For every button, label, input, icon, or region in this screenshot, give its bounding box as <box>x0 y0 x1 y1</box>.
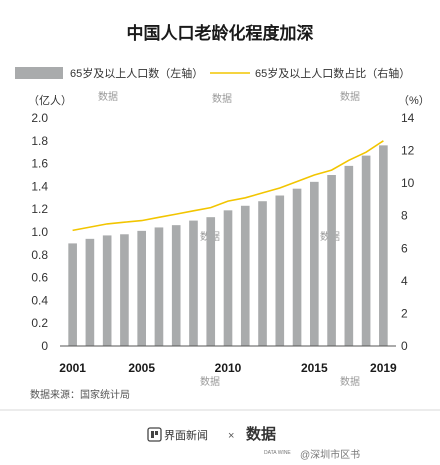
footer: 界面新闻 × 数据 DATA WINE @深圳市区书 <box>147 425 360 461</box>
bar <box>310 181 319 346</box>
x-axis-tick-label: 2001 <box>59 361 86 375</box>
x-axis-tick-label: 2019 <box>370 361 397 375</box>
bar <box>206 217 216 346</box>
left-axis-tick-label: 0.2 <box>31 316 48 330</box>
left-axis-tick-label: 0.6 <box>31 271 48 285</box>
bar <box>85 238 95 346</box>
bar <box>240 205 250 346</box>
right-axis-tick-label: 0 <box>401 339 408 353</box>
x-axis-tick-label: 2005 <box>128 361 155 375</box>
brand-separator: × <box>228 430 234 442</box>
bar <box>292 188 302 346</box>
watermark: 数据 <box>340 375 360 388</box>
chart-title: 中国人口老龄化程度加深 <box>127 23 314 43</box>
right-axis-tick-label: 6 <box>401 241 408 255</box>
left-axis-tick-label: 1.4 <box>31 179 48 193</box>
plot-area: 0 0.2 0.4 0.6 0.8 1.0 1.2 1.4 1.6 1.8 2.0 0 2 4 6 8 10 12… <box>31 111 414 375</box>
watermark: 数据 <box>212 92 232 105</box>
bar <box>223 210 233 346</box>
right-axis-tick-label: 8 <box>401 209 408 223</box>
bar <box>137 230 146 346</box>
legend-line-label: 65岁及以上人口数占比（右轴） <box>255 66 410 80</box>
right-axis-tick-label: 10 <box>401 176 415 190</box>
left-axis-tick-label: 2.0 <box>31 111 48 125</box>
legend-bar-label: 65岁及以上人口数（左轴） <box>70 66 203 80</box>
bar <box>68 243 77 346</box>
left-axis-tick-label: 0 <box>41 339 48 353</box>
right-axis-tick-label: 12 <box>401 144 415 158</box>
bar <box>361 155 371 346</box>
jiemian-logo-icon <box>147 427 162 442</box>
bar <box>171 225 181 346</box>
series-line <box>72 140 384 232</box>
left-axis-unit: （亿人） <box>28 94 72 107</box>
right-axis-tick-label: 2 <box>401 306 408 320</box>
left-axis-tick-label: 1.2 <box>31 202 48 216</box>
brand-shuju-sub: DATA WINE <box>264 450 291 456</box>
right-axis-unit: （%） <box>398 94 430 107</box>
x-axis-tick-label: 2010 <box>215 361 242 375</box>
bar <box>102 235 112 346</box>
left-axis-tick-label: 0.8 <box>31 248 48 262</box>
watermark: 数据 <box>340 90 360 103</box>
bar <box>379 145 388 346</box>
data-source: 数据来源：国家统计局 <box>30 388 130 401</box>
bar <box>154 227 164 346</box>
right-axis-tick-label: 4 <box>401 274 408 288</box>
left-axis-tick-label: 1.8 <box>31 134 48 148</box>
left-axis-tick-label: 1.0 <box>31 225 48 239</box>
watermark: 数据 <box>200 375 220 388</box>
brand-shuju: 数据 <box>246 425 276 443</box>
right-axis-tick-label: 14 <box>401 111 415 125</box>
bar <box>275 195 285 346</box>
bar <box>189 220 198 346</box>
left-axis-tick-label: 1.6 <box>31 157 48 171</box>
brand-jiemian: 界面新闻 <box>164 428 208 442</box>
bar <box>327 175 336 346</box>
legend: 65岁及以上人口数（左轴） 65岁及以上人口数占比（右轴） <box>15 66 410 80</box>
left-axis-tick-label: 0.4 <box>31 293 48 307</box>
bar <box>120 234 129 346</box>
x-axis-tick-label: 2015 <box>301 361 328 375</box>
watermark: 数据 <box>98 90 118 103</box>
bar <box>258 201 267 346</box>
bar <box>344 165 354 346</box>
legend-bar-swatch <box>15 67 63 79</box>
weibo-handle: @深圳市区书 <box>300 448 360 461</box>
